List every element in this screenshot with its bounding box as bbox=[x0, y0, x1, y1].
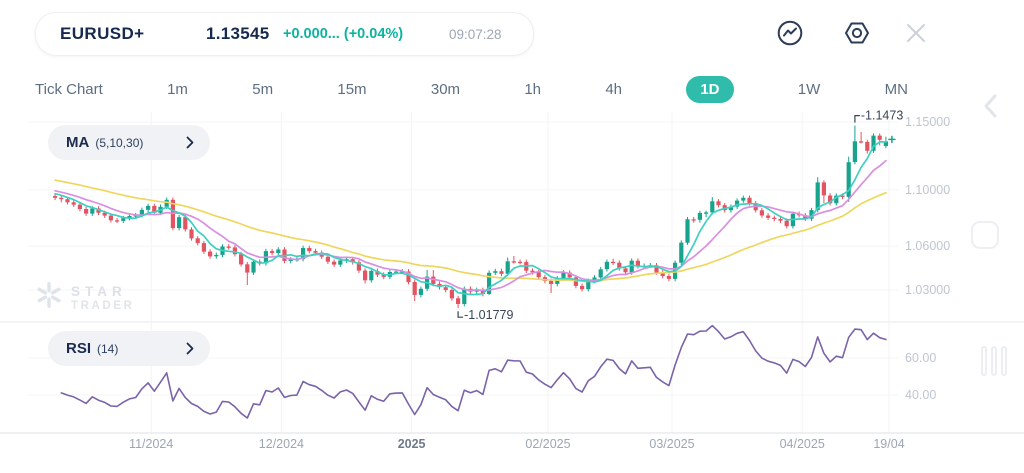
close-icon[interactable] bbox=[905, 22, 927, 49]
svg-text:-1.01779: -1.01779 bbox=[464, 308, 513, 322]
current-price: 1.13545 bbox=[206, 24, 270, 43]
time-axis-label: 03/2025 bbox=[649, 437, 695, 451]
price-axis-label: 1.10000 bbox=[905, 182, 951, 197]
ma30-line bbox=[54, 179, 887, 283]
current-bar-marker bbox=[888, 135, 896, 144]
rsi-params: (14) bbox=[97, 341, 119, 356]
ma-indicator-pill[interactable]: MA (5,10,30) bbox=[48, 125, 210, 160]
tab-1m[interactable]: 1m bbox=[167, 80, 188, 98]
time-axis-label: 2025 bbox=[397, 437, 426, 451]
tab-mn[interactable]: MN bbox=[884, 80, 908, 98]
price-axis-label: 1.06000 bbox=[905, 239, 951, 254]
rsi-label: RSI bbox=[66, 340, 92, 357]
high-annotation: -1.1473 bbox=[854, 109, 903, 123]
collapse-panel-chevron-icon[interactable] bbox=[982, 92, 998, 125]
price-axis-label: 1.15000 bbox=[905, 115, 951, 129]
time-axis-label: 04/2025 bbox=[779, 437, 825, 451]
chevron-right-icon bbox=[186, 342, 194, 355]
rsi-indicator-pill[interactable]: RSI (14) bbox=[48, 331, 210, 366]
ma10-line bbox=[54, 159, 887, 292]
tab-30m[interactable]: 30m bbox=[430, 80, 461, 98]
price-axis-label: 1.03000 bbox=[905, 283, 951, 297]
ma-label: MA bbox=[66, 134, 90, 151]
time-axis-label: 12/2024 bbox=[258, 437, 304, 451]
price-change: +0.000... (+0.04%) bbox=[283, 26, 404, 42]
ma5-line bbox=[54, 141, 887, 296]
tool-square-icon[interactable] bbox=[971, 221, 999, 249]
vertical-gridlines bbox=[150, 112, 890, 433]
chevron-right-icon bbox=[186, 136, 194, 149]
tab-1h[interactable]: 1h bbox=[524, 80, 542, 98]
symbol-name: EURUSD+ bbox=[60, 24, 145, 43]
server-time: 09:07:28 bbox=[449, 27, 502, 42]
time-axis-label: 19/04 bbox=[873, 437, 905, 451]
time-axis-label: 11/2024 bbox=[129, 437, 174, 451]
low-annotation: -1.01779 bbox=[457, 308, 513, 322]
symbol-info-bar[interactable]: EURUSD+ 1.13545 +0.000... (+0.04%) 09:07… bbox=[35, 12, 534, 56]
rsi-axis-label: 60.00 bbox=[905, 351, 937, 365]
tab-4h[interactable]: 4h bbox=[605, 80, 623, 98]
tab-5m[interactable]: 5m bbox=[252, 80, 274, 98]
tab-tick-chart[interactable]: Tick Chart bbox=[35, 80, 103, 98]
svg-text:-1.1473: -1.1473 bbox=[861, 109, 903, 123]
indicator-line-circle-icon[interactable] bbox=[777, 20, 803, 51]
rsi-axis-label: 40.00 bbox=[905, 388, 937, 402]
tab-1d[interactable]: 1D bbox=[686, 75, 734, 103]
tab-1w[interactable]: 1W bbox=[797, 80, 821, 98]
time-axis-label: 02/2025 bbox=[525, 437, 571, 451]
tab-15m[interactable]: 15m bbox=[337, 80, 367, 98]
tool-bars-icon[interactable] bbox=[981, 346, 1007, 376]
settings-hexagon-icon[interactable] bbox=[843, 19, 871, 52]
rsi-line bbox=[60, 324, 887, 419]
ma-params: (5,10,30) bbox=[95, 135, 144, 150]
timeframe-tabs: Tick Chart 1m 5m 15m 30m 1h 4h 1D 1W MN bbox=[35, 74, 908, 104]
